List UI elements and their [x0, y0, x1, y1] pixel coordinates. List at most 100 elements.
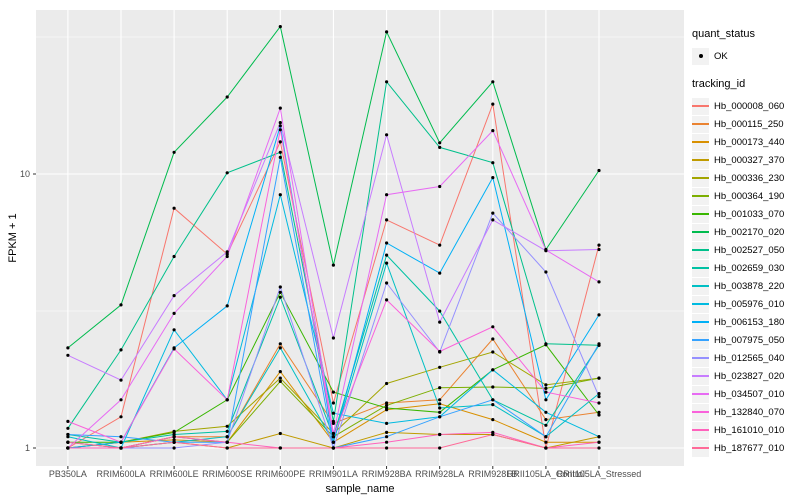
- data-point: [119, 348, 123, 352]
- data-point: [172, 446, 176, 450]
- data-point: [278, 290, 282, 294]
- data-point: [438, 320, 442, 324]
- data-point: [278, 128, 282, 132]
- data-point: [385, 298, 389, 302]
- data-point: [544, 248, 548, 252]
- data-point: [438, 402, 442, 406]
- data-point: [491, 398, 495, 402]
- legend-item: Hb_187677_010: [692, 439, 798, 457]
- data-point: [385, 218, 389, 222]
- data-point: [119, 303, 123, 307]
- legend-key: [692, 331, 709, 349]
- x-tick-label: RRII105LA_Control: [507, 469, 585, 479]
- data-point: [491, 325, 495, 329]
- data-point: [491, 176, 495, 180]
- y-tick-label: 1: [25, 443, 30, 453]
- data-point: [491, 211, 495, 215]
- data-point: [172, 206, 176, 210]
- legend-key: [692, 187, 709, 205]
- data-point: [66, 432, 70, 437]
- data-point: [66, 353, 70, 357]
- data-point: [597, 280, 601, 284]
- data-point: [225, 254, 229, 259]
- legend-item: Hb_000008_060: [692, 97, 798, 115]
- data-point: [438, 141, 442, 145]
- x-tick-label: RRIM928LB: [468, 469, 517, 479]
- data-point: [491, 418, 495, 422]
- legend-key-line-icon: [692, 393, 709, 395]
- data-point: [385, 133, 389, 137]
- x-tick-label: PB350LA: [49, 469, 87, 479]
- x-tick-label: RRIM600LE: [150, 469, 199, 479]
- data-point: [331, 419, 335, 423]
- data-point: [225, 440, 229, 444]
- data-point: [385, 406, 389, 410]
- data-point: [278, 124, 282, 128]
- legend-key-line-icon: [692, 141, 709, 143]
- legend-key: [692, 277, 709, 295]
- data-point: [119, 398, 123, 402]
- legend-item: Hb_012565_040: [692, 349, 798, 367]
- legend: quant_status OK tracking_id Hb_000008_06…: [692, 28, 798, 457]
- legend-key: [692, 223, 709, 241]
- legend-item-label: Hb_161010_010: [714, 424, 785, 436]
- legend-key-line-icon: [692, 267, 709, 269]
- legend-item-label: OK: [714, 50, 728, 62]
- data-point: [278, 140, 282, 144]
- data-point: [597, 410, 601, 414]
- data-point: [385, 421, 389, 425]
- x-axis-title: sample_name: [325, 483, 395, 495]
- data-point: [119, 446, 123, 450]
- legend-title-quant-status: quant_status: [692, 28, 755, 40]
- legend-item: Hb_000336_230: [692, 169, 798, 187]
- legend-item: Hb_000327_370: [692, 151, 798, 169]
- data-point: [172, 438, 176, 442]
- data-point: [225, 424, 229, 428]
- data-point: [225, 252, 229, 256]
- data-point: [66, 440, 70, 444]
- legend-key: [692, 241, 709, 259]
- data-point: [119, 415, 123, 419]
- data-point: [544, 386, 548, 390]
- data-point: [544, 440, 548, 444]
- data-point: [385, 241, 389, 245]
- data-point: [278, 342, 282, 346]
- legend-item: Hb_003878_220: [692, 277, 798, 295]
- data-point: [331, 401, 335, 405]
- data-point: [278, 431, 282, 436]
- data-point: [119, 378, 123, 382]
- legend-item: Hb_007975_050: [692, 331, 798, 349]
- legend-item-label: Hb_002527_050: [714, 244, 785, 256]
- legend-key-line-icon: [692, 285, 709, 287]
- legend-key: [692, 349, 709, 367]
- x-tick-label: RRIM600SE: [202, 469, 252, 479]
- legend-key: [692, 97, 709, 115]
- data-point: [225, 429, 229, 433]
- legend-item-label: Hb_000115_250: [714, 118, 784, 130]
- data-point: [597, 413, 601, 417]
- data-point: [544, 342, 548, 346]
- data-point: [544, 446, 548, 450]
- data-point: [278, 285, 282, 289]
- data-point: [278, 346, 282, 350]
- data-point: [278, 376, 282, 380]
- data-point: [544, 435, 548, 439]
- data-point: [278, 25, 282, 29]
- data-point: [438, 398, 442, 402]
- data-point: [544, 423, 548, 427]
- data-point: [438, 184, 442, 189]
- legend-key: [692, 385, 709, 403]
- y-axis-title: FPKM + 1: [7, 213, 19, 263]
- data-point: [597, 395, 601, 399]
- data-point: [597, 168, 601, 173]
- legend-item: Hb_034507_010: [692, 385, 798, 403]
- data-point: [225, 304, 229, 308]
- data-point: [491, 161, 495, 165]
- data-point: [225, 250, 229, 254]
- x-tick-label: RRII105LA_Stressed: [557, 469, 642, 479]
- legend-item: Hb_005976_010: [692, 295, 798, 313]
- data-point: [597, 435, 601, 439]
- legend-key-line-icon: [692, 123, 709, 125]
